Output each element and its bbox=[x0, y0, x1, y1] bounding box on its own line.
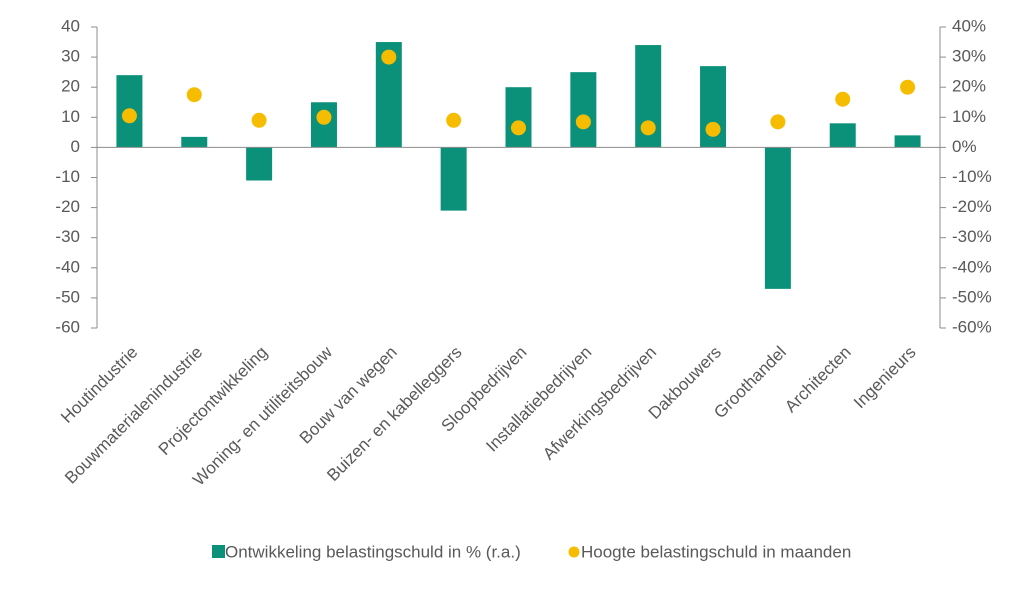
dot bbox=[381, 49, 397, 65]
y-tick-label: 10 bbox=[61, 107, 80, 126]
x-tick-label: Afwerkingsbedrijven bbox=[539, 343, 660, 464]
y2-tick-label: 40% bbox=[952, 16, 986, 35]
dot bbox=[251, 112, 267, 128]
y2-tick-label: 0% bbox=[952, 137, 977, 156]
dot bbox=[900, 79, 916, 95]
dot bbox=[835, 91, 851, 107]
dot bbox=[575, 114, 591, 130]
y-tick-label: -40 bbox=[55, 257, 80, 276]
legend-label: Ontwikkeling belastingschuld in % (r.a.) bbox=[225, 542, 521, 561]
dot bbox=[705, 121, 721, 137]
dot bbox=[316, 109, 332, 125]
y-tick-label: -10 bbox=[55, 167, 80, 186]
y2-tick-label: -30% bbox=[952, 227, 992, 246]
y2-tick-label: -20% bbox=[952, 197, 992, 216]
x-tick-label: Ingenieurs bbox=[850, 343, 920, 413]
dot bbox=[640, 120, 656, 136]
bar bbox=[894, 135, 921, 148]
y-tick-label: 20 bbox=[61, 77, 80, 96]
y-tick-label: 0 bbox=[71, 137, 80, 156]
y-tick-label: -60 bbox=[55, 317, 80, 336]
legend-marker bbox=[568, 546, 580, 558]
dot bbox=[511, 120, 526, 136]
dot bbox=[446, 112, 462, 128]
y2-tick-label: -10% bbox=[952, 167, 992, 186]
bar bbox=[246, 147, 273, 181]
bar bbox=[570, 72, 597, 148]
dot bbox=[770, 114, 786, 130]
bar bbox=[310, 102, 337, 148]
x-tick-label: Buizen- en kabelleggers bbox=[323, 343, 465, 485]
bar bbox=[181, 136, 208, 148]
y-tick-label: -50 bbox=[55, 287, 80, 306]
y-tick-label: -30 bbox=[55, 227, 80, 246]
y2-tick-label: -60% bbox=[952, 317, 992, 336]
y-tick-label: -20 bbox=[55, 197, 80, 216]
dot bbox=[121, 108, 137, 124]
y2-tick-label: -50% bbox=[952, 287, 992, 306]
bar bbox=[764, 147, 791, 289]
y2-tick-label: 10% bbox=[952, 107, 986, 126]
y2-tick-label: 30% bbox=[952, 47, 986, 66]
bar bbox=[829, 123, 856, 148]
dot bbox=[186, 87, 202, 103]
bar bbox=[505, 87, 532, 148]
y2-tick-label: -40% bbox=[952, 257, 992, 276]
x-tick-label: Projectontwikkeling bbox=[155, 343, 271, 459]
y2-tick-label: 20% bbox=[952, 77, 986, 96]
legend-marker bbox=[212, 545, 225, 558]
y-tick-label: 40 bbox=[61, 16, 80, 35]
x-tick-label: Architecten bbox=[781, 343, 855, 417]
y-tick-label: 30 bbox=[61, 47, 80, 66]
bar bbox=[440, 147, 467, 211]
legend-label: Hoogte belastingschuld in maanden bbox=[581, 542, 851, 561]
